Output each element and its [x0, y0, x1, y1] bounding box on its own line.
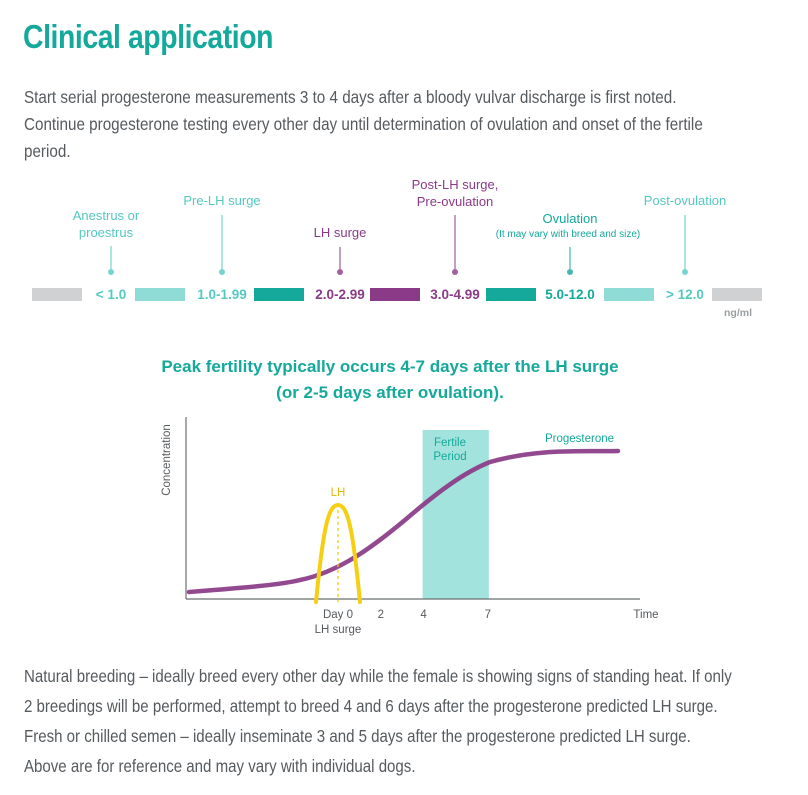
stage-note: (It may vary with breed and size) [496, 229, 641, 240]
note-line: 2 breedings will be performed, attempt t… [24, 696, 718, 716]
stage-marker-dot [682, 269, 688, 275]
note-line: Fresh or chilled semen – ideally insemin… [24, 726, 691, 746]
chart-heading: Peak fertility typically occurs 4-7 days… [161, 357, 618, 376]
x-tick-label: 2 [378, 609, 384, 621]
note-line: Natural breeding – ideally breed every o… [24, 666, 732, 686]
day0-sublabel: LH surge [315, 624, 362, 636]
range-label: 5.0-12.0 [545, 287, 595, 302]
y-axis-label: Concentration [161, 424, 173, 496]
range-label: > 12.0 [666, 287, 704, 302]
stage-label: Pre-LH surge [183, 193, 260, 208]
stage-marker-dot [108, 269, 114, 275]
scale-bar-segment [135, 288, 185, 301]
note-line: Above are for reference and may vary wit… [24, 756, 416, 776]
chart-heading: (or 2-5 days after ovulation). [276, 383, 504, 402]
intro-text: Start serial progesterone measurements 3… [24, 84, 703, 165]
unit-label: ng/ml [724, 307, 752, 319]
stage-label: Post-LH surge, [412, 177, 499, 192]
progesterone-scale: < 1.0 Anestrus or proestrus 1.0-1.99 Pre-LH … [32, 177, 762, 319]
fertile-period-band [422, 430, 489, 599]
scale-bar-segment [604, 288, 654, 301]
intro-line: period. [24, 141, 71, 161]
fertility-chart: Peak fertility typically occurs 4-7 days… [161, 357, 659, 636]
stage-label: Pre-ovulation [417, 194, 494, 209]
x-tick-label: Day 0 [323, 609, 353, 621]
scale-bar-segment [254, 288, 304, 301]
breeding-notes: Natural breeding – ideally breed every o… [24, 661, 732, 781]
scale-bar-segment [370, 288, 420, 301]
scale-bar-segment [712, 288, 762, 301]
stage-marker-dot [452, 269, 458, 275]
range-label: < 1.0 [96, 287, 126, 302]
range-label: 1.0-1.99 [197, 287, 247, 302]
stage-marker-dot [567, 269, 573, 275]
progesterone-label: Progesterone [545, 433, 614, 445]
lh-label: LH [331, 487, 346, 499]
progesterone-curve [186, 448, 621, 595]
scale-bar-segment [32, 288, 82, 301]
range-label: 3.0-4.99 [430, 287, 480, 302]
scale-bar-segment [486, 288, 536, 301]
x-axis-label: Time [633, 609, 658, 621]
fertile-period-label: Period [433, 451, 466, 463]
intro-line: Continue progesterone testing every othe… [24, 114, 703, 134]
x-tick-label: 4 [420, 609, 427, 621]
page-title: Clinical application [23, 18, 274, 55]
stage-label: LH surge [314, 225, 367, 240]
stage-label: proestrus [79, 225, 134, 240]
range-label: 2.0-2.99 [315, 287, 365, 302]
stage-label: Post-ovulation [644, 193, 726, 208]
stage-label: Anestrus or [73, 208, 140, 223]
stage-marker-dot [219, 269, 225, 275]
lh-curve [314, 502, 362, 604]
intro-line: Start serial progesterone measurements 3… [24, 87, 677, 107]
fertile-period-label: Fertile [434, 437, 466, 449]
stage-label: Ovulation [543, 211, 598, 226]
x-tick-label: 7 [485, 609, 491, 621]
stage-marker-dot [337, 269, 343, 275]
